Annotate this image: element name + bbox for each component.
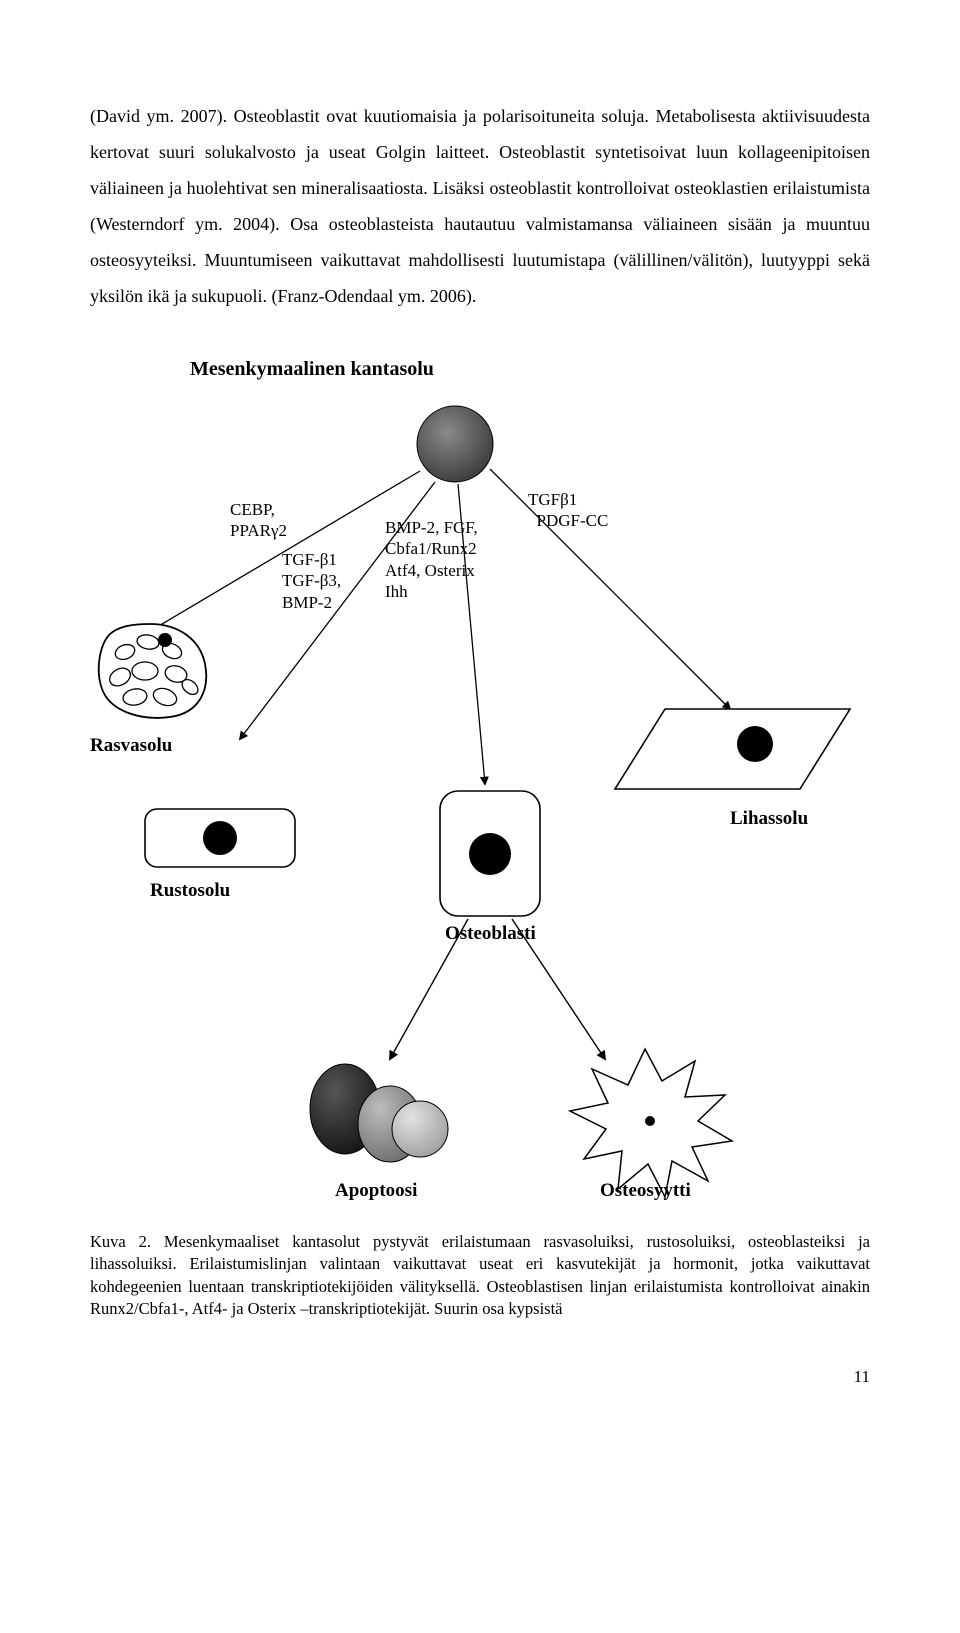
label-tgfb1b3: TGF-β1 TGF-β3, BMP-2 [282, 549, 341, 613]
label-apoptoosi: Apoptoosi [335, 1179, 417, 1203]
label-rasvasolu: Rasvasolu [90, 734, 172, 758]
label-lihassolu: Lihassolu [730, 807, 808, 831]
lihassolu-icon [615, 709, 850, 789]
label-bmp2fgf: BMP-2, FGF, Cbfa1/Runx2 Atf4, Osterix Ih… [385, 517, 478, 602]
rasvasolu-icon [99, 624, 206, 718]
label-osteosyytti: Osteosyytti [600, 1179, 691, 1203]
rustosolu-icon [145, 809, 295, 867]
label-osteoblasti: Osteoblasti [445, 922, 536, 946]
body-paragraph: (David ym. 2007). Osteoblastit ovat kuut… [90, 98, 870, 314]
stem-cell-icon [417, 406, 493, 482]
label-tgfb1pdgf: TGFβ1 PDGF-CC [528, 489, 608, 532]
differentiation-diagram: CEBP, PPARγ2 TGF-β1 TGF-β3, BMP-2 BMP-2,… [90, 389, 870, 1219]
page-number: 11 [90, 1360, 870, 1394]
figure-caption: Kuva 2. Mesenkymaaliset kantasolut pysty… [90, 1231, 870, 1320]
label-rustosolu: Rustosolu [150, 879, 230, 903]
label-cebp: CEBP, PPARγ2 [230, 499, 287, 542]
osteoblasti-icon [440, 791, 540, 916]
apoptoosi-icon [310, 1064, 448, 1162]
diagram-title: Mesenkymaalinen kantasolu [190, 349, 870, 389]
osteosyytti-icon [570, 1049, 732, 1197]
